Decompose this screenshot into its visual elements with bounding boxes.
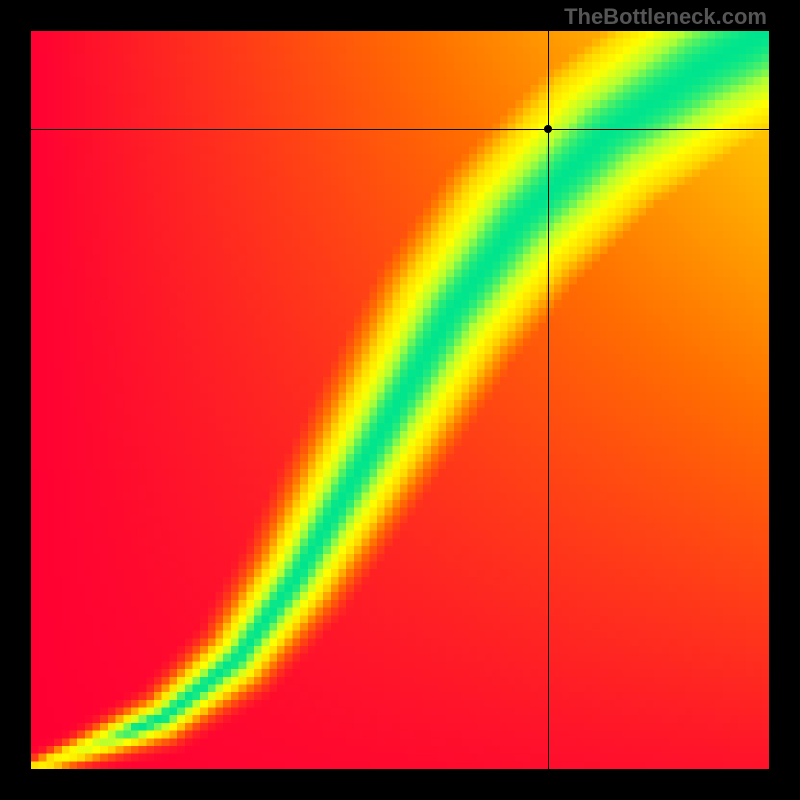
crosshair-vertical-line <box>548 31 549 769</box>
watermark-text: TheBottleneck.com <box>564 4 767 30</box>
crosshair-horizontal-line <box>31 129 769 130</box>
crosshair-marker <box>544 125 552 133</box>
bottleneck-heatmap <box>31 31 769 769</box>
